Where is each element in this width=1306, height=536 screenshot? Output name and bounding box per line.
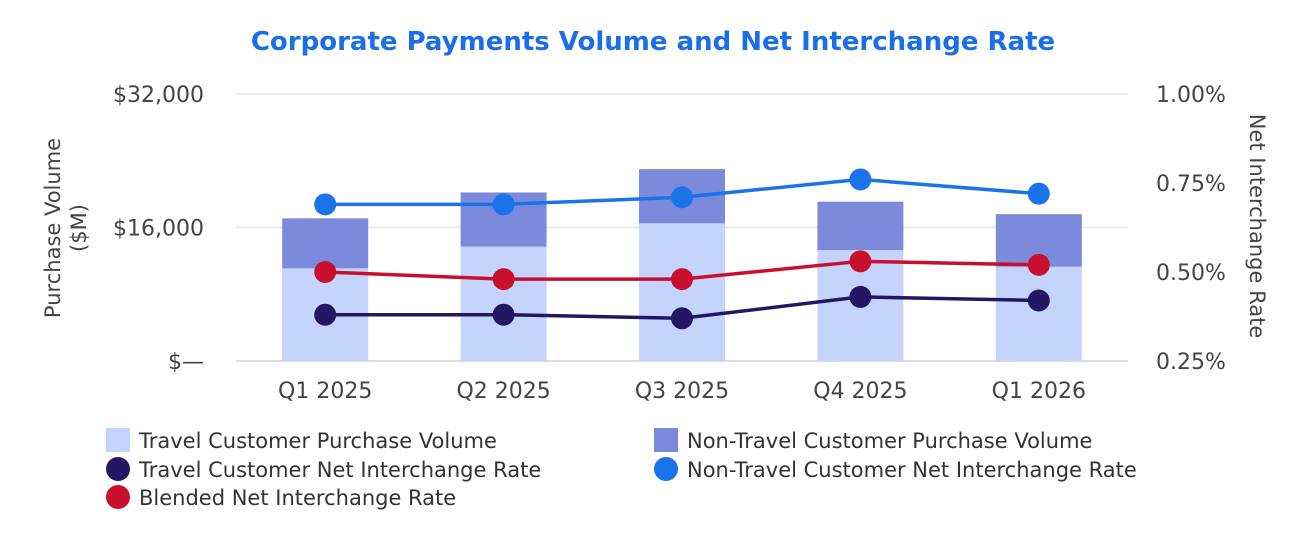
right-axis-title: Net Interchange Rate	[1245, 114, 1269, 338]
line-point-series-1	[1027, 182, 1050, 205]
line-point-series-1	[671, 186, 693, 209]
legend-label: Travel Customer Purchase Volume	[138, 429, 497, 453]
line-point-series-1	[492, 193, 515, 216]
x-tick-label: Q1 2026	[992, 379, 1086, 404]
legend-marker	[106, 457, 130, 481]
line-point-series-0	[849, 285, 872, 308]
line-point-series-0	[671, 307, 693, 330]
legend-label: Non-Travel Customer Net Interchange Rate	[687, 458, 1137, 482]
x-tick-label: Q4 2025	[813, 379, 907, 404]
legend-marker	[654, 457, 678, 481]
legend-label: Non-Travel Customer Purchase Volume	[687, 429, 1092, 453]
legend-swatch	[654, 428, 678, 452]
chart-title: Corporate Payments Volume and Net Interc…	[251, 27, 1055, 57]
line-point-series-2	[492, 268, 515, 291]
left-tick-label: $—	[168, 350, 204, 375]
bar-non-travel-volume	[282, 218, 369, 269]
line-point-series-2	[314, 261, 337, 283]
bar-travel-volume	[639, 223, 725, 361]
legend-label: Blended Net Interchange Rate	[139, 486, 456, 510]
line-point-series-2	[671, 268, 693, 291]
line-point-series-0	[314, 303, 337, 326]
left-axis-title-unit: ($M)	[67, 204, 91, 252]
line-point-series-1	[849, 168, 872, 191]
right-tick-label: 0.50%	[1156, 261, 1226, 286]
right-tick-label: 1.00%	[1156, 83, 1226, 108]
line-point-series-1	[314, 193, 337, 216]
bar-non-travel-volume	[817, 201, 904, 251]
left-tick-label: $16,000	[113, 217, 204, 242]
legend-marker	[106, 485, 130, 509]
line-point-series-2	[1027, 253, 1050, 276]
x-tick-label: Q3 2025	[635, 379, 729, 404]
legend-label: Travel Customer Net Interchange Rate	[138, 458, 541, 482]
line-point-series-2	[849, 250, 872, 273]
line-point-series-0	[492, 303, 515, 326]
right-tick-label: 0.25%	[1156, 350, 1226, 375]
bar-travel-volume	[995, 266, 1082, 361]
x-tick-label: Q2 2025	[456, 379, 550, 404]
x-tick-label: Q1 2025	[278, 379, 372, 404]
left-axis-title: Purchase Volume	[41, 138, 65, 318]
left-tick-label: $32,000	[113, 83, 204, 108]
line-point-series-0	[1027, 289, 1050, 312]
right-tick-label: 0.75%	[1156, 172, 1226, 197]
legend-swatch	[106, 428, 130, 452]
